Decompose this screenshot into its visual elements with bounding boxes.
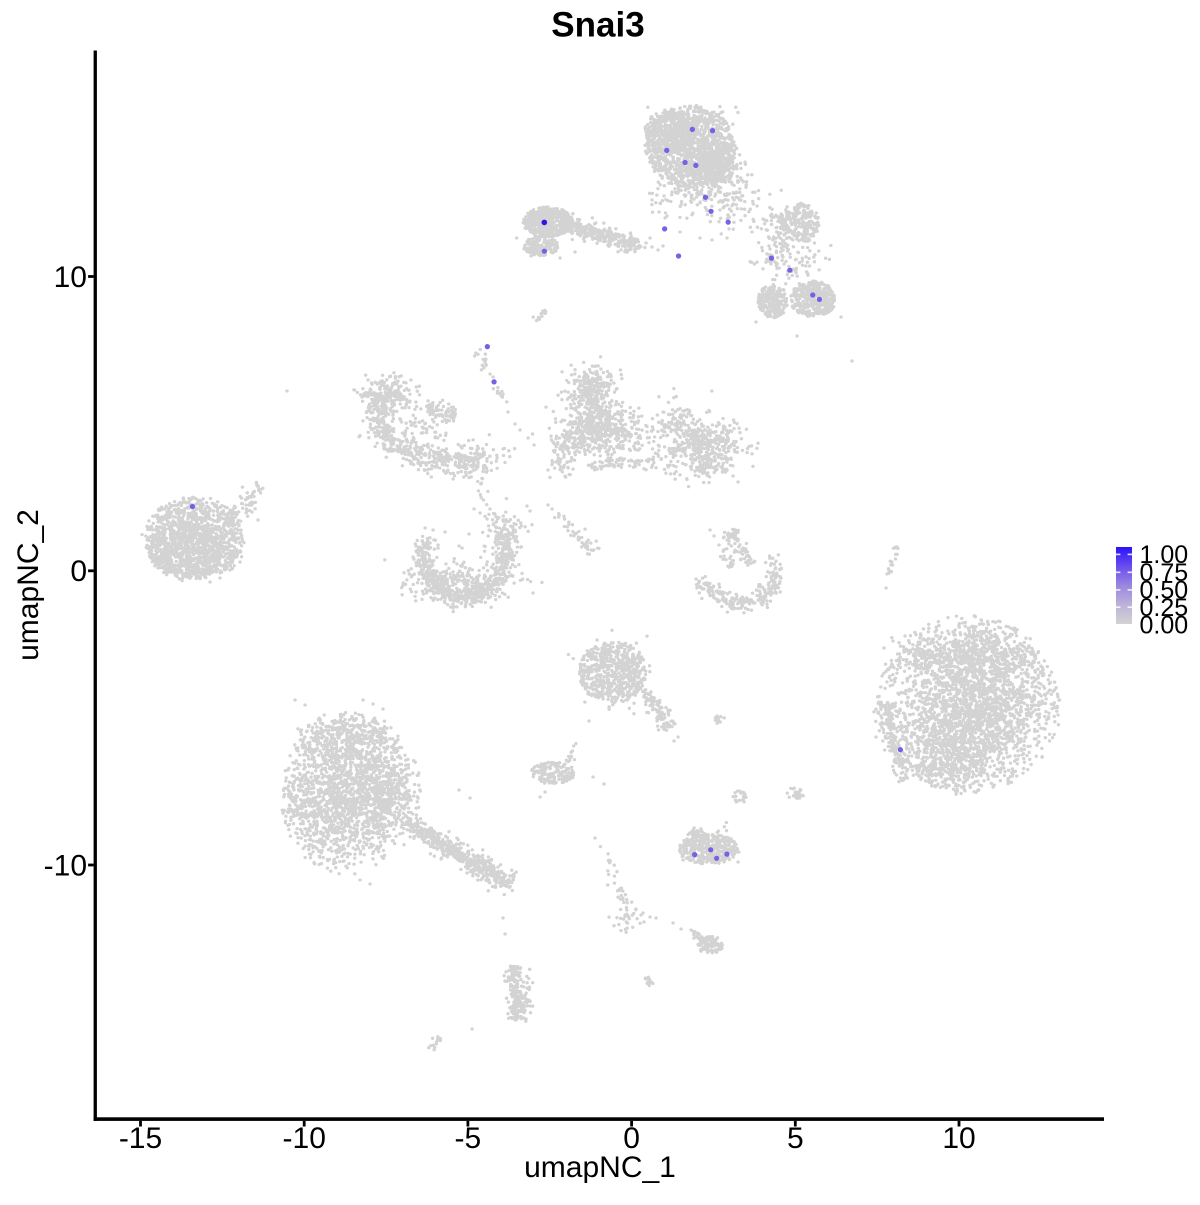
svg-text:0.75: 0.75 [1140,559,1189,587]
svg-text:-15: -15 [119,1122,162,1155]
svg-text:umapNC_1: umapNC_1 [524,1151,676,1184]
svg-text:10: 10 [942,1122,975,1155]
svg-text:-10: -10 [283,1122,326,1155]
svg-text:-10: -10 [44,850,87,883]
svg-text:5: 5 [787,1122,804,1155]
svg-text:0: 0 [70,555,87,588]
svg-text:umapNC_2: umapNC_2 [12,509,45,661]
svg-text:-5: -5 [455,1122,482,1155]
svg-text:0.00: 0.00 [1140,611,1189,639]
svg-text:0.25: 0.25 [1140,594,1189,622]
svg-text:0.50: 0.50 [1140,577,1189,605]
svg-text:0: 0 [623,1122,640,1155]
svg-text:Snai3: Snai3 [551,6,644,45]
svg-text:10: 10 [54,261,87,294]
svg-text:1.00: 1.00 [1140,541,1189,569]
